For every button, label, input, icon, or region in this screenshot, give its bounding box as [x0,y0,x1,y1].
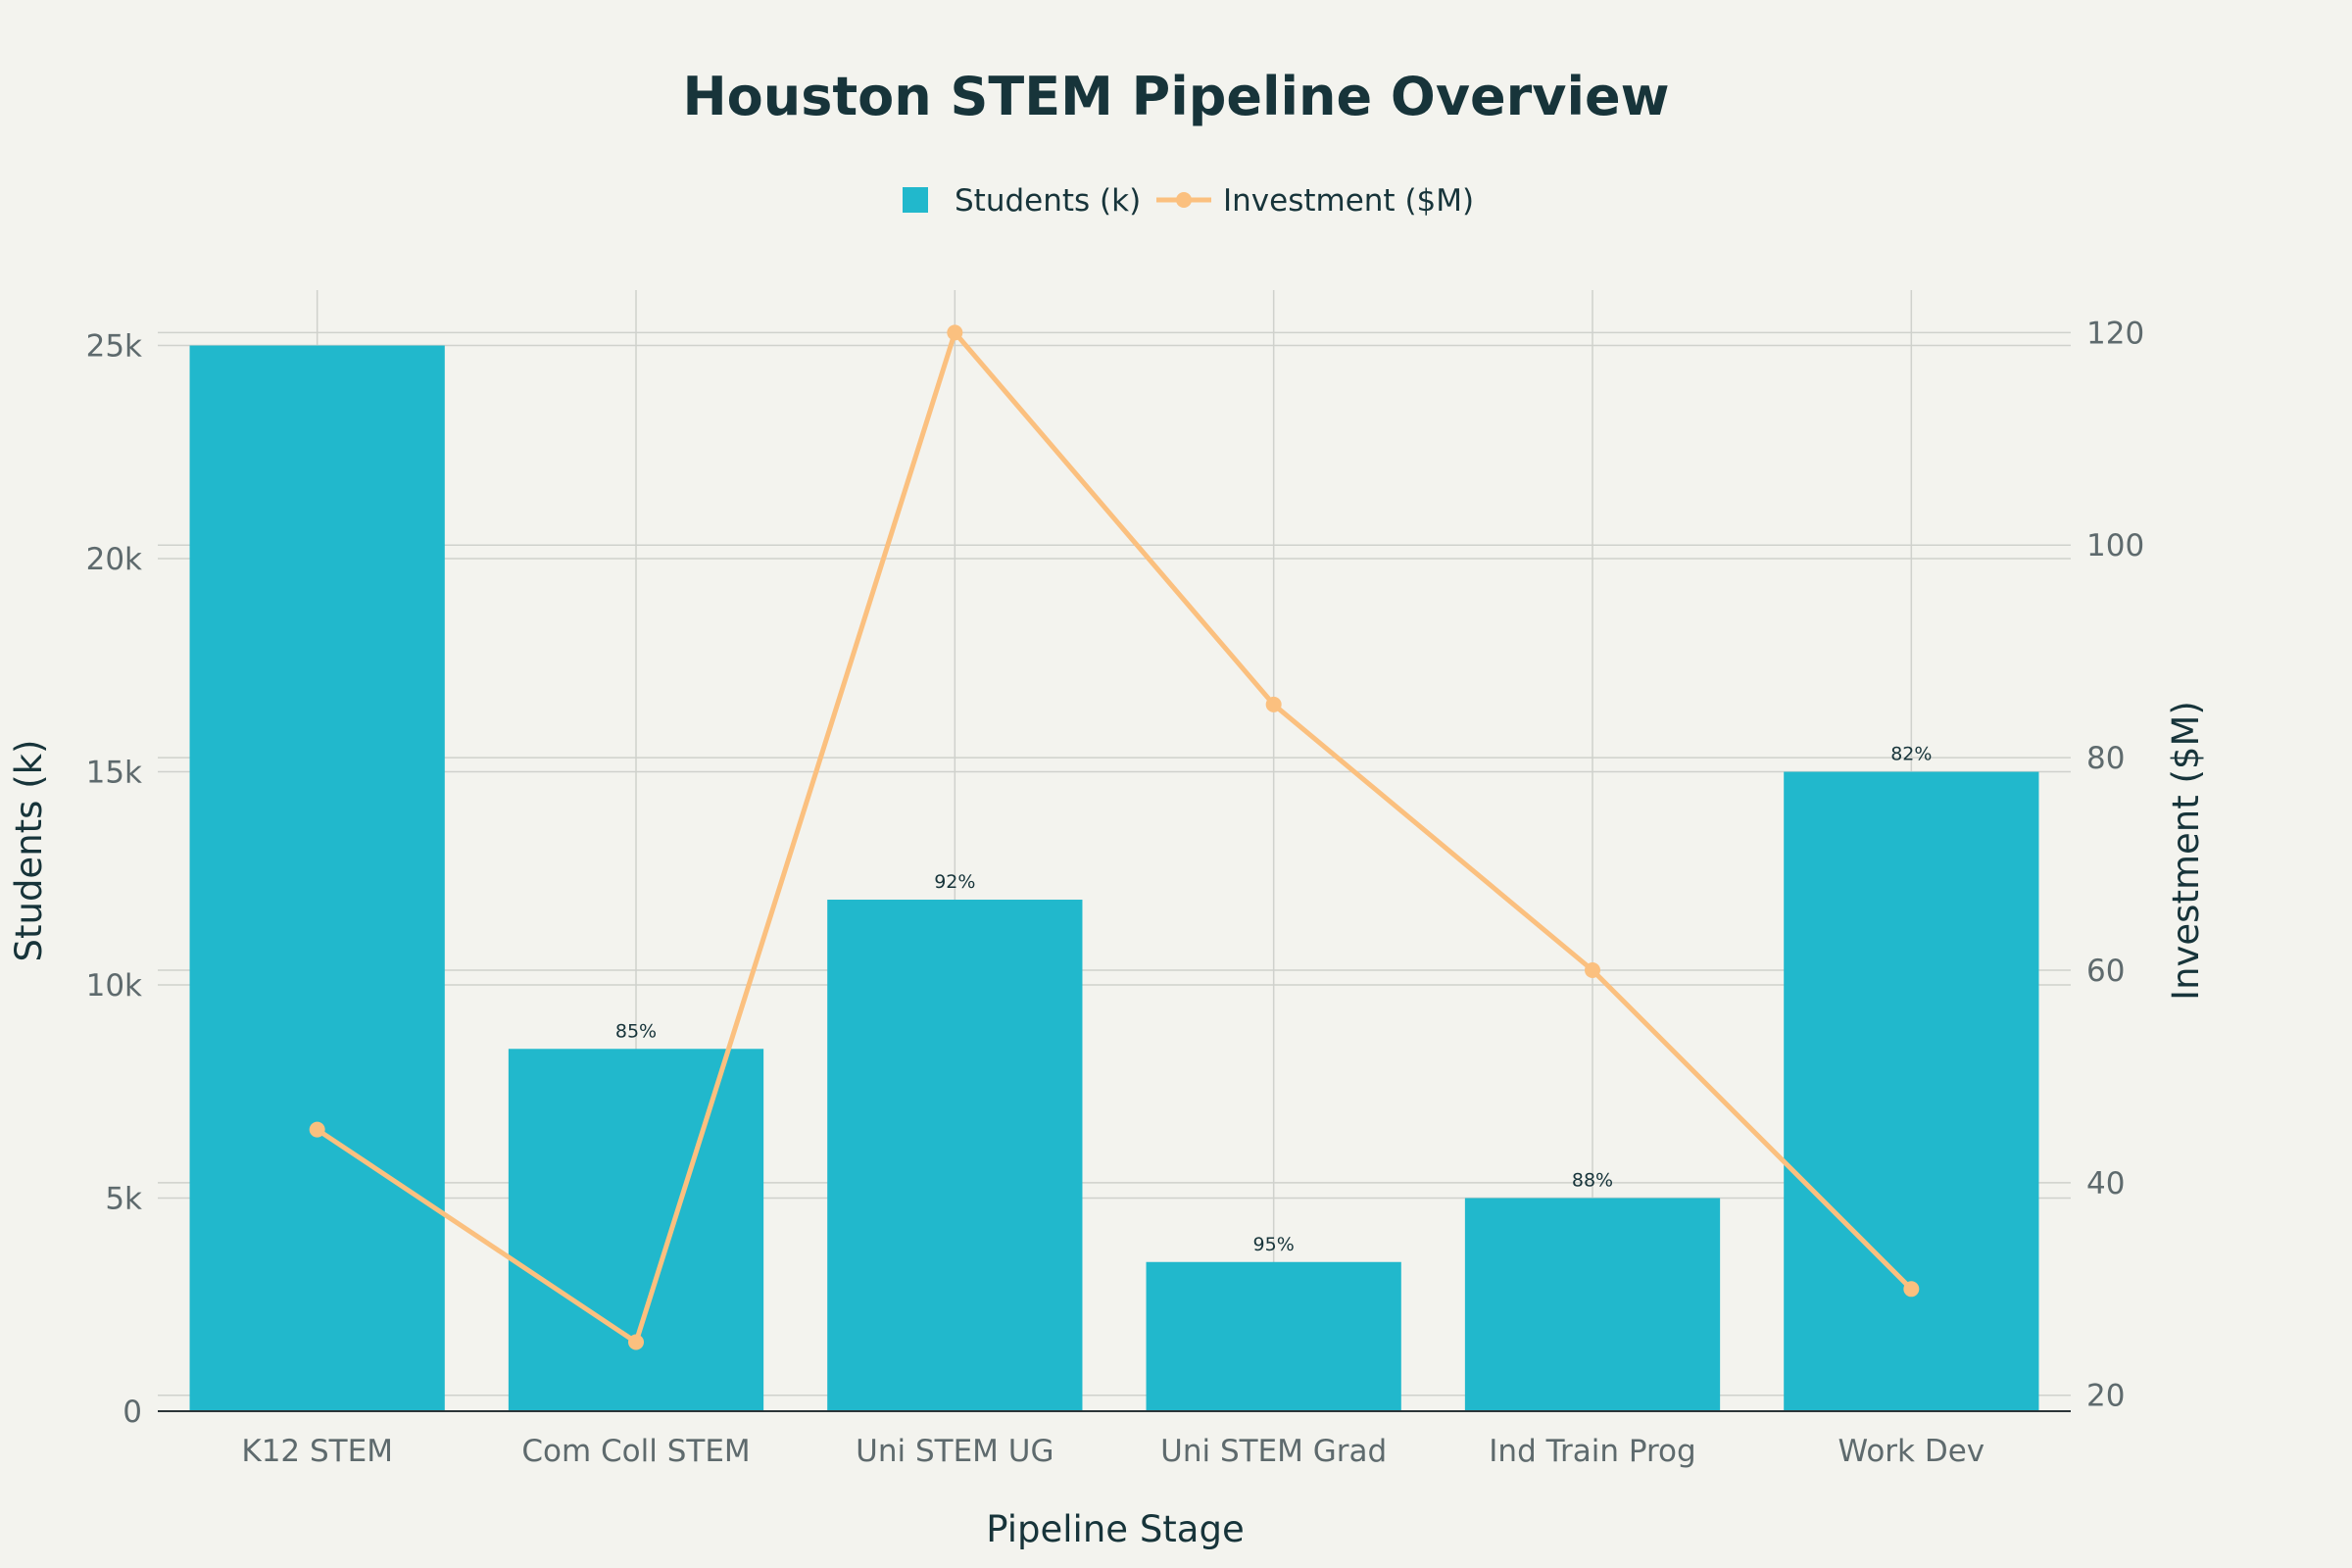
left-axis-tick-label: 0 [122,1395,142,1430]
bar-data-label: 88% [1572,1170,1613,1192]
left-axis-tick-label: 20k [86,542,142,577]
chart-title: Houston STEM Pipeline Overview [682,66,1669,127]
legend-investment-label: Investment ($M) [1223,183,1474,219]
investment-point [1585,961,1600,978]
legend-investment-marker [1176,192,1192,208]
bar-students [1464,1198,1721,1411]
left-axis-tick-label: 15k [86,756,142,791]
x-axis-tick-label: K12 STEM [241,1434,393,1469]
right-axis-gridlines [158,331,2071,1396]
right-axis-title: Investment ($M) [2165,701,2207,1001]
bar-students [189,345,445,1412]
x-axis-tick-label: Uni STEM Grad [1160,1434,1387,1469]
x-axis-title: Pipeline Stage [986,1508,1244,1550]
investment-point [628,1334,644,1350]
students-bars [189,345,2039,1412]
bar-students [1784,771,2039,1411]
bar-data-label: 82% [1890,744,1932,765]
x-axis-ticks: K12 STEM Com Coll STEM Uni STEM UG Uni STEM… [241,1434,1984,1469]
bar-data-label: 95% [1253,1234,1295,1255]
right-axis-tick-label: 120 [2086,316,2144,351]
investment-point [1903,1281,1920,1298]
left-axis-tick-label: 10k [86,968,142,1004]
investment-line-series [309,324,1920,1350]
investment-point [309,1121,325,1138]
right-axis-tick-label: 40 [2086,1166,2125,1201]
bar-data-label: 92% [934,871,975,893]
left-axis-tick-label: 5k [105,1182,142,1217]
left-axis-title: Students (k) [8,740,50,962]
right-axis-tick-label: 80 [2086,741,2125,776]
right-axis-ticks: 20 40 60 80 100 120 [2086,316,2144,1413]
bar-students [827,900,1083,1411]
x-axis-tick-label: Work Dev [1838,1434,1985,1469]
right-axis-tick-label: 100 [2086,528,2144,564]
left-axis-tick-label: 25k [86,329,142,365]
investment-line [316,329,1914,1346]
x-axis-tick-label: Ind Train Prog [1489,1434,1695,1469]
legend-students-label: Students (k) [955,183,1141,219]
bar-students [508,1049,764,1411]
legend-students-swatch [903,187,928,213]
bar-students [1146,1261,1401,1411]
right-axis-tick-label: 20 [2086,1379,2125,1414]
investment-point [947,324,963,341]
left-axis-gridlines [158,344,2071,1200]
investment-point [1265,696,1282,712]
bar-data-label: 85% [615,1020,657,1042]
x-axis-tick-label: Uni STEM UG [856,1434,1054,1469]
right-axis-tick-label: 60 [2086,954,2125,989]
bar-data-labels: 85% 92% 95% 88% 82% [615,744,1933,1255]
legend: Students (k) Investment ($M) [903,183,1474,219]
left-axis-ticks: 0 5k 10k 15k 20k 25k [86,329,142,1430]
x-axis-tick-label: Com Coll STEM [521,1434,750,1469]
